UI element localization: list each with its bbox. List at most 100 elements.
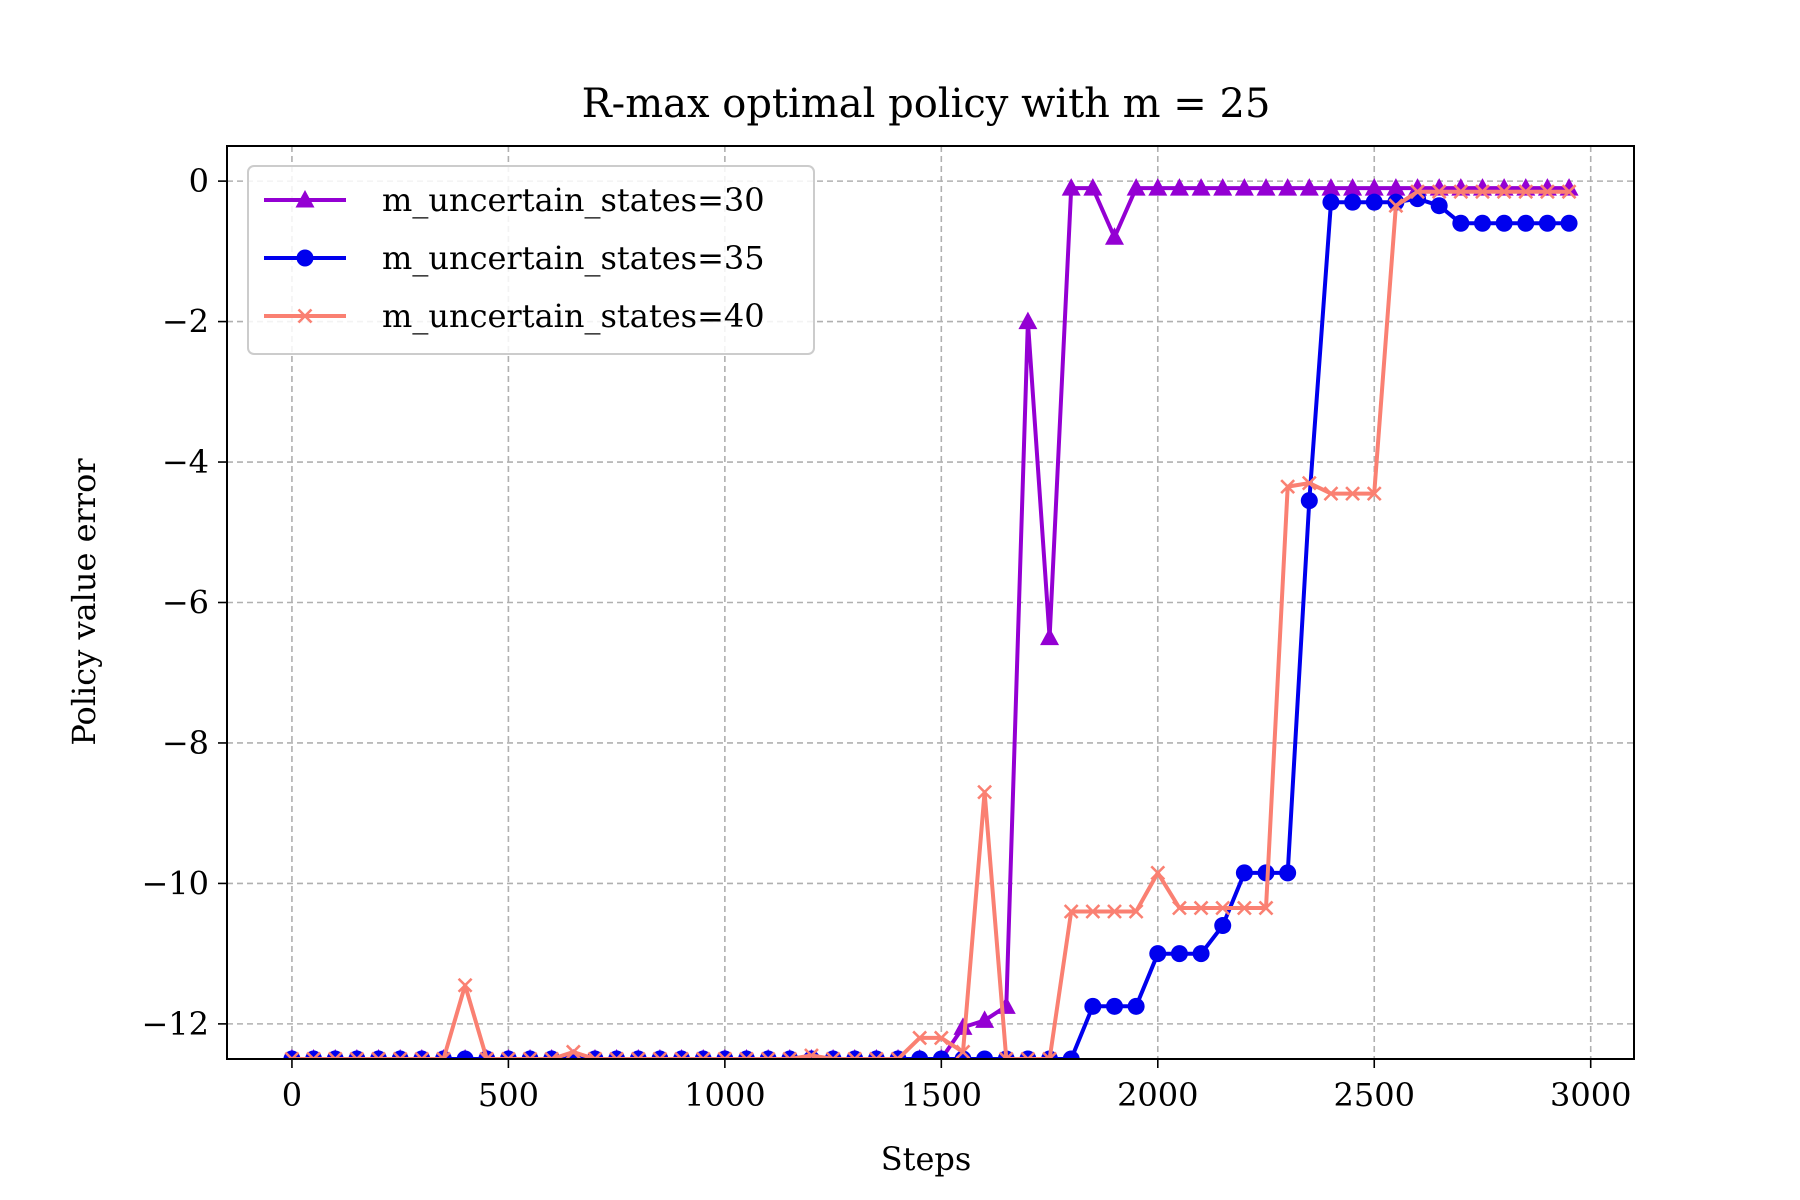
- data-point: [1172, 900, 1187, 916]
- data-point: [1085, 904, 1101, 919]
- data-point: [1258, 900, 1274, 916]
- data-point: [1518, 184, 1534, 200]
- data-point: [1496, 184, 1512, 200]
- data-point: [1063, 904, 1079, 919]
- data-point: [1193, 900, 1209, 916]
- data-point: [1386, 178, 1406, 196]
- data-point: [630, 1051, 646, 1059]
- data-point: [1323, 486, 1339, 502]
- data-point: [868, 1051, 884, 1059]
- data-point: [1105, 997, 1123, 1015]
- data-point: [544, 1051, 560, 1059]
- data-point: [953, 1017, 973, 1035]
- data-point: [608, 1050, 626, 1059]
- data-point: [522, 1051, 538, 1059]
- data-point: [912, 1030, 928, 1046]
- data-point: [284, 1051, 300, 1059]
- data-point: [739, 1051, 754, 1059]
- data-point: [587, 1051, 603, 1059]
- data-point: [1280, 479, 1296, 495]
- data-point: [1344, 193, 1362, 211]
- data-point: [1061, 178, 1081, 196]
- data-point: [327, 1051, 343, 1059]
- data-point: [565, 1044, 581, 1059]
- data-point: [499, 1050, 517, 1059]
- data-point: [479, 1051, 495, 1059]
- data-point: [457, 977, 473, 993]
- data-point: [456, 1050, 474, 1059]
- data-point: [1322, 193, 1340, 211]
- data-point: [976, 1050, 994, 1059]
- legend-marker: [297, 308, 313, 324]
- chart-title: R-max optimal policy with m = 25: [582, 81, 1271, 127]
- data-point: [1107, 904, 1122, 919]
- data-point: [326, 1050, 344, 1059]
- data-point: [306, 1051, 322, 1059]
- data-point: [305, 1050, 323, 1059]
- series-2: [283, 190, 1578, 1059]
- data-point: [847, 1051, 863, 1059]
- data-point: [1040, 627, 1060, 646]
- data-point: [1236, 900, 1252, 916]
- data-point: [674, 1051, 689, 1059]
- data-point: [1345, 486, 1361, 502]
- x-tick-label: 0: [282, 1076, 302, 1114]
- data-point: [1388, 198, 1404, 214]
- data-point: [651, 1050, 669, 1059]
- data-point: [1343, 178, 1363, 196]
- data-point: [1169, 178, 1189, 196]
- data-point: [1150, 865, 1166, 881]
- y-tick-label: −6: [162, 584, 209, 622]
- data-point: [717, 1051, 733, 1059]
- data-point: [349, 1051, 365, 1059]
- data-point: [1104, 227, 1124, 245]
- data-point: [738, 1050, 756, 1059]
- data-point: [694, 1050, 712, 1059]
- x-axis-title: Steps: [881, 1140, 972, 1178]
- legend-label: m_uncertain_states=35: [382, 239, 765, 277]
- data-point: [933, 1030, 949, 1046]
- data-point: [1062, 1050, 1080, 1059]
- legend-box: [247, 165, 815, 355]
- data-point: [825, 1051, 841, 1059]
- data-point: [1084, 997, 1102, 1015]
- data-point: [283, 1050, 301, 1059]
- data-point: [673, 1050, 691, 1059]
- data-point: [1540, 184, 1555, 200]
- data-point: [1148, 178, 1168, 196]
- data-point: [1495, 214, 1513, 232]
- series-3: [284, 184, 1577, 1059]
- y-tick-label: −10: [141, 864, 209, 902]
- data-point: [436, 1051, 451, 1059]
- x-tick-label: 2000: [1117, 1076, 1198, 1114]
- data-point: [1475, 184, 1490, 200]
- data-point: [782, 1051, 798, 1059]
- data-point: [911, 1050, 929, 1059]
- data-point: [1256, 178, 1276, 196]
- data-point: [348, 1050, 366, 1059]
- data-point: [1301, 475, 1317, 491]
- data-point: [1410, 184, 1425, 200]
- data-point: [1366, 486, 1382, 502]
- data-point: [716, 1050, 734, 1059]
- data-point: [1299, 178, 1319, 196]
- data-point: [1365, 193, 1383, 211]
- data-point: [1300, 492, 1318, 510]
- y-tick-label: −12: [141, 1005, 209, 1043]
- y-tick-label: −4: [162, 443, 209, 481]
- data-point: [1387, 193, 1405, 211]
- data-point: [1192, 945, 1210, 963]
- legend-label: m_uncertain_states=30: [382, 181, 765, 219]
- data-point: [1561, 184, 1577, 200]
- data-point: [1430, 197, 1448, 215]
- x-tick-label: 1500: [901, 1076, 982, 1114]
- data-point: [1538, 214, 1556, 232]
- data-point: [1191, 178, 1211, 196]
- data-point: [1020, 1051, 1036, 1059]
- data-point: [370, 1050, 388, 1059]
- data-point: [1321, 178, 1341, 196]
- data-point: [391, 1050, 409, 1059]
- data-point: [1042, 1051, 1057, 1059]
- data-point: [1452, 214, 1470, 232]
